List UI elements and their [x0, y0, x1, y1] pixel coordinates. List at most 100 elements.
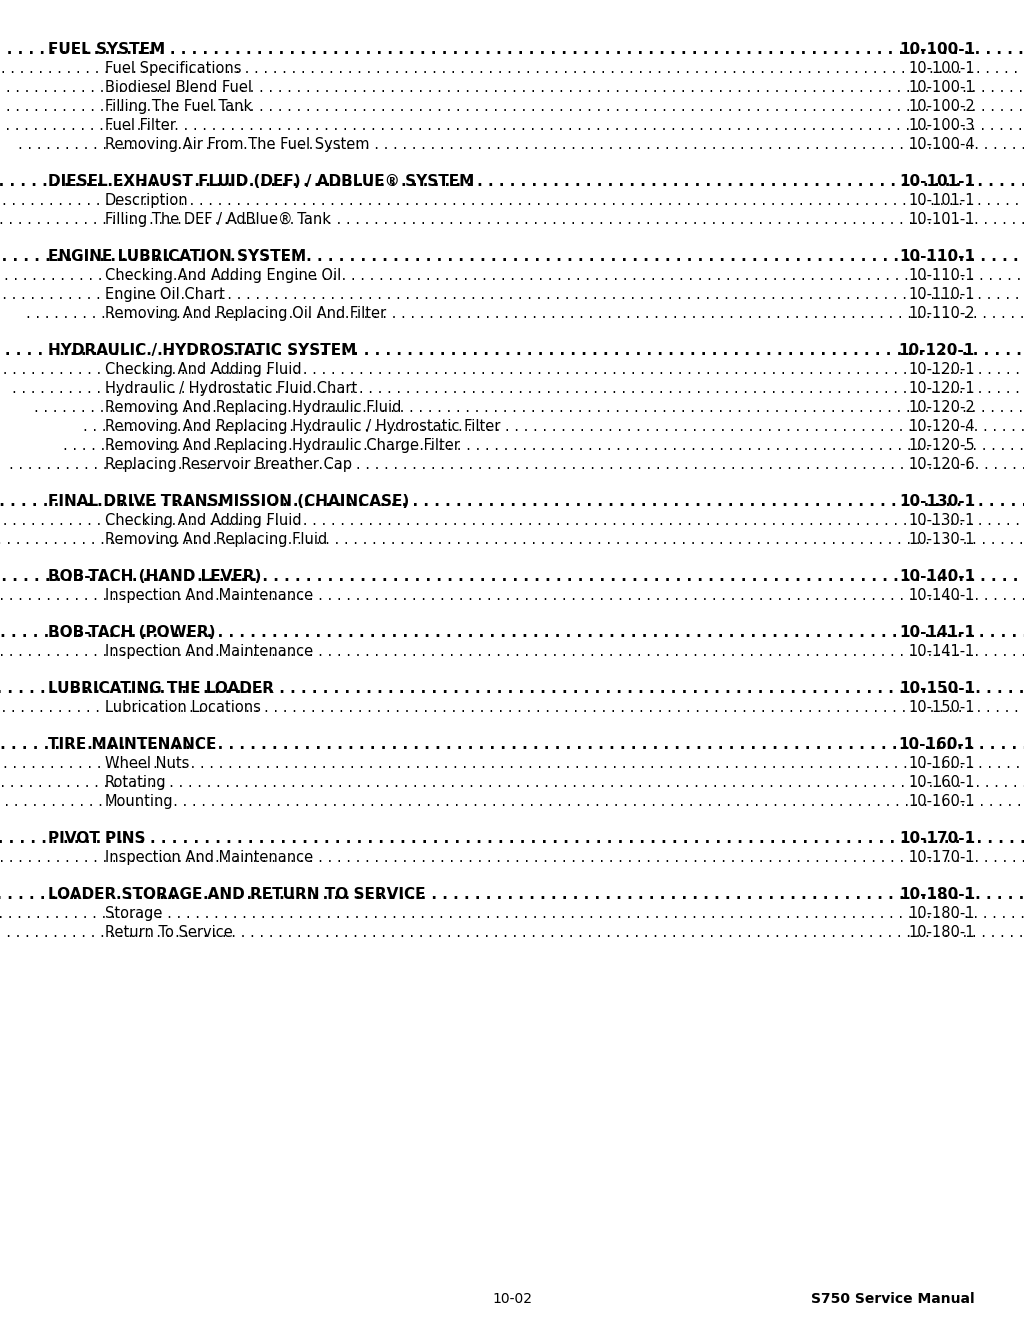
Text: Engine Oil Chart: Engine Oil Chart — [105, 288, 225, 302]
Text: . . . . . . . . . . . . . . . . . . . . . . . . . . . . . . . . . . . . . . . . : . . . . . . . . . . . . . . . . . . . . … — [0, 212, 1024, 227]
Text: . . . . . . . . . . . . . . . . . . . . . . . . . . . . . . . . . . . . . . . . : . . . . . . . . . . . . . . . . . . . . … — [0, 174, 1024, 189]
Text: 10-170-1: 10-170-1 — [899, 831, 975, 845]
Text: 10-120-5: 10-120-5 — [908, 439, 975, 453]
Text: 10-100-4: 10-100-4 — [908, 136, 975, 152]
Text: 10-101-1: 10-101-1 — [908, 212, 975, 227]
Text: Removing Air From The Fuel System: Removing Air From The Fuel System — [105, 136, 370, 152]
Text: . . . . . . . . . . . . . . . . . . . . . . . . . . . . . . . . . . . . . . . . : . . . . . . . . . . . . . . . . . . . . … — [0, 80, 1024, 95]
Text: Replacing Reservoir Breather Cap: Replacing Reservoir Breather Cap — [105, 457, 352, 472]
Text: . . . . . . . . . . . . . . . . . . . . . . . . . . . . . . . . . . . . . . . . : . . . . . . . . . . . . . . . . . . . . … — [34, 400, 1024, 415]
Text: . . . . . . . . . . . . . . . . . . . . . . . . . . . . . . . . . . . . . . . . : . . . . . . . . . . . . . . . . . . . . … — [0, 288, 1024, 302]
Text: 10-130-1: 10-130-1 — [908, 513, 975, 527]
Text: Storage: Storage — [105, 906, 163, 921]
Text: . . . . . . . . . . . . . . . . . . . . . . . . . . . . . . . . . . . . . . . . : . . . . . . . . . . . . . . . . . . . . … — [0, 886, 1024, 902]
Text: Biodiesel Blend Fuel: Biodiesel Blend Fuel — [105, 80, 252, 95]
Text: 10-100-2: 10-100-2 — [908, 99, 975, 114]
Text: . . . . . . . . . . . . . . . . . . . . . . . . . . . . . . . . . . . . . . . . : . . . . . . . . . . . . . . . . . . . . … — [0, 700, 1024, 716]
Text: FUEL SYSTEM: FUEL SYSTEM — [48, 42, 165, 57]
Text: 10-160-1: 10-160-1 — [908, 757, 975, 771]
Text: Checking And Adding Fluid: Checking And Adding Fluid — [105, 513, 302, 527]
Text: 10-180-1: 10-180-1 — [908, 906, 975, 921]
Text: Removing And Replacing Hydraulic Charge Filter: Removing And Replacing Hydraulic Charge … — [105, 439, 460, 453]
Text: . . . . . . . . . . . . . . . . . . . . . . . . . . . . . . . . . . . . . . . . : . . . . . . . . . . . . . . . . . . . . … — [0, 193, 1024, 208]
Text: 10-120-2: 10-120-2 — [908, 400, 975, 415]
Text: 10-141-1: 10-141-1 — [899, 625, 975, 640]
Text: 10-170-1: 10-170-1 — [908, 851, 975, 865]
Text: 10-130-1: 10-130-1 — [899, 494, 975, 509]
Text: LOADER STORAGE AND RETURN TO SERVICE: LOADER STORAGE AND RETURN TO SERVICE — [48, 886, 426, 902]
Text: Filling The Fuel Tank: Filling The Fuel Tank — [105, 99, 252, 114]
Text: . . . . . . . . . . . . . . . . . . . . . . . . . . . . . . . . . . . . . . . . : . . . . . . . . . . . . . . . . . . . . … — [63, 439, 1024, 453]
Text: . . . . . . . . . . . . . . . . . . . . . . . . . . . . . . . . . . . . . . . . : . . . . . . . . . . . . . . . . . . . . … — [0, 513, 1024, 527]
Text: Removing And Replacing Hydraulic / Hydrostatic Filter: Removing And Replacing Hydraulic / Hydro… — [105, 419, 501, 435]
Text: 10-150-1: 10-150-1 — [899, 681, 975, 696]
Text: 10-120-6: 10-120-6 — [908, 457, 975, 472]
Text: . . . . . . . . . . . . . . . . . . . . . . . . . . . . . . . . . . . . . . . . : . . . . . . . . . . . . . . . . . . . . … — [0, 494, 1024, 509]
Text: . . . . . . . . . . . . . . . . . . . . . . . . . . . . . . . . . . . . . . . . : . . . . . . . . . . . . . . . . . . . . … — [0, 775, 1024, 790]
Text: . . . . . . . . . . . . . . . . . . . . . . . . . . . . . . . . . . . . . . . . : . . . . . . . . . . . . . . . . . . . . … — [0, 362, 1024, 378]
Text: Rotating: Rotating — [105, 775, 167, 790]
Text: Fuel Filter: Fuel Filter — [105, 118, 176, 132]
Text: Filling The DEF / AdBlue® Tank: Filling The DEF / AdBlue® Tank — [105, 212, 331, 227]
Text: 10-120-4: 10-120-4 — [908, 419, 975, 435]
Text: . . . . . . . . . . . . . . . . . . . . . . . . . . . . . . . . . . . . . . . . : . . . . . . . . . . . . . . . . . . . . … — [0, 757, 1024, 771]
Text: 10-160-1: 10-160-1 — [908, 794, 975, 810]
Text: 10-02: 10-02 — [492, 1292, 532, 1306]
Text: . . . . . . . . . . . . . . . . . . . . . . . . . . . . . . . . . . . . . . . . : . . . . . . . . . . . . . . . . . . . . … — [11, 382, 1024, 396]
Text: 10-150-1: 10-150-1 — [908, 700, 975, 716]
Text: . . . . . . . . . . . . . . . . . . . . . . . . . . . . . . . . . . . . . . . . : . . . . . . . . . . . . . . . . . . . . … — [17, 136, 1024, 152]
Text: . . . . . . . . . . . . . . . . . . . . . . . . . . . . . . . . . . . . . . . . : . . . . . . . . . . . . . . . . . . . . … — [0, 99, 1024, 114]
Text: Removing And Replacing Fluid: Removing And Replacing Fluid — [105, 533, 328, 547]
Text: 10-130-1: 10-130-1 — [908, 533, 975, 547]
Text: . . . . . . . . . . . . . . . . . . . . . . . . . . . . . . . . . . . . . . . . : . . . . . . . . . . . . . . . . . . . . … — [0, 737, 1024, 753]
Text: Checking And Adding Fluid: Checking And Adding Fluid — [105, 362, 302, 378]
Text: Checking And Adding Engine Oil: Checking And Adding Engine Oil — [105, 268, 341, 284]
Text: . . . . . . . . . . . . . . . . . . . . . . . . . . . . . . . . . . . . . . . . : . . . . . . . . . . . . . . . . . . . . … — [0, 61, 1024, 76]
Text: BOB-TACH (HAND LEVER): BOB-TACH (HAND LEVER) — [48, 568, 261, 584]
Text: LUBRICATING THE LOADER: LUBRICATING THE LOADER — [48, 681, 274, 696]
Text: 10-140-1: 10-140-1 — [899, 568, 975, 584]
Text: Hydraulic / Hydrostatic Fluid Chart: Hydraulic / Hydrostatic Fluid Chart — [105, 382, 357, 396]
Text: . . . . . . . . . . . . . . . . . . . . . . . . . . . . . . . . . . . . . . . . : . . . . . . . . . . . . . . . . . . . . … — [9, 457, 1024, 472]
Text: . . . . . . . . . . . . . . . . . . . . . . . . . . . . . . . . . . . . . . . . : . . . . . . . . . . . . . . . . . . . . … — [0, 794, 1024, 810]
Text: 10-100-1: 10-100-1 — [908, 80, 975, 95]
Text: 10-120-1: 10-120-1 — [908, 382, 975, 396]
Text: 10-101-1: 10-101-1 — [899, 174, 975, 189]
Text: Inspection And Maintenance: Inspection And Maintenance — [105, 851, 313, 865]
Text: 10-160-1: 10-160-1 — [899, 737, 975, 753]
Text: 10-110-1: 10-110-1 — [908, 268, 975, 284]
Text: 10-120-1: 10-120-1 — [899, 343, 975, 358]
Text: Fuel Specifications: Fuel Specifications — [105, 61, 242, 76]
Text: S750 Service Manual: S750 Service Manual — [811, 1292, 975, 1306]
Text: . . . . . . . . . . . . . . . . . . . . . . . . . . . . . . . . . . . . . . . . : . . . . . . . . . . . . . . . . . . . . … — [0, 568, 1024, 584]
Text: . . . . . . . . . . . . . . . . . . . . . . . . . . . . . . . . . . . . . . . . : . . . . . . . . . . . . . . . . . . . . … — [0, 906, 1024, 921]
Text: . . . . . . . . . . . . . . . . . . . . . . . . . . . . . . . . . . . . . . . . : . . . . . . . . . . . . . . . . . . . . … — [0, 42, 1024, 57]
Text: 10-110-1: 10-110-1 — [908, 288, 975, 302]
Text: 10-180-1: 10-180-1 — [908, 925, 975, 939]
Text: 10-141-1: 10-141-1 — [908, 644, 975, 659]
Text: . . . . . . . . . . . . . . . . . . . . . . . . . . . . . . . . . . . . . . . . : . . . . . . . . . . . . . . . . . . . . … — [0, 851, 1024, 865]
Text: . . . . . . . . . . . . . . . . . . . . . . . . . . . . . . . . . . . . . . . . : . . . . . . . . . . . . . . . . . . . . … — [0, 644, 1024, 659]
Text: 10-180-1: 10-180-1 — [899, 886, 975, 902]
Text: DIESEL EXHAUST FLUID (DEF) / ADBLUE® SYSTEM: DIESEL EXHAUST FLUID (DEF) / ADBLUE® SYS… — [48, 174, 474, 189]
Text: PIVOT PINS: PIVOT PINS — [48, 831, 145, 845]
Text: . . . . . . . . . . . . . . . . . . . . . . . . . . . . . . . . . . . . . . . . : . . . . . . . . . . . . . . . . . . . . … — [0, 533, 1024, 547]
Text: Wheel Nuts: Wheel Nuts — [105, 757, 189, 771]
Text: Inspection And Maintenance: Inspection And Maintenance — [105, 588, 313, 603]
Text: . . . . . . . . . . . . . . . . . . . . . . . . . . . . . . . . . . . . . . . . : . . . . . . . . . . . . . . . . . . . . … — [0, 625, 1024, 640]
Text: . . . . . . . . . . . . . . . . . . . . . . . . . . . . . . . . . . . . . . . . : . . . . . . . . . . . . . . . . . . . . … — [27, 306, 1024, 321]
Text: 10-100-3: 10-100-3 — [908, 118, 975, 132]
Text: ENGINE LUBRICATION SYSTEM: ENGINE LUBRICATION SYSTEM — [48, 249, 306, 264]
Text: TIRE MAINTENANCE: TIRE MAINTENANCE — [48, 737, 216, 753]
Text: 10-120-1: 10-120-1 — [908, 362, 975, 378]
Text: FINAL DRIVE TRANSMISSION (CHAINCASE): FINAL DRIVE TRANSMISSION (CHAINCASE) — [48, 494, 410, 509]
Text: . . . . . . . . . . . . . . . . . . . . . . . . . . . . . . . . . . . . . . . . : . . . . . . . . . . . . . . . . . . . . … — [0, 588, 1024, 603]
Text: . . . . . . . . . . . . . . . . . . . . . . . . . . . . . . . . . . . . . . . . : . . . . . . . . . . . . . . . . . . . . … — [0, 118, 1024, 132]
Text: 10-110-2: 10-110-2 — [908, 306, 975, 321]
Text: Lubrication Locations: Lubrication Locations — [105, 700, 261, 716]
Text: 10-160-1: 10-160-1 — [908, 775, 975, 790]
Text: Description: Description — [105, 193, 188, 208]
Text: . . . . . . . . . . . . . . . . . . . . . . . . . . . . . . . . . . . . . . . . : . . . . . . . . . . . . . . . . . . . . … — [0, 343, 1024, 358]
Text: Removing And Replacing Oil And Filter: Removing And Replacing Oil And Filter — [105, 306, 386, 321]
Text: Inspection And Maintenance: Inspection And Maintenance — [105, 644, 313, 659]
